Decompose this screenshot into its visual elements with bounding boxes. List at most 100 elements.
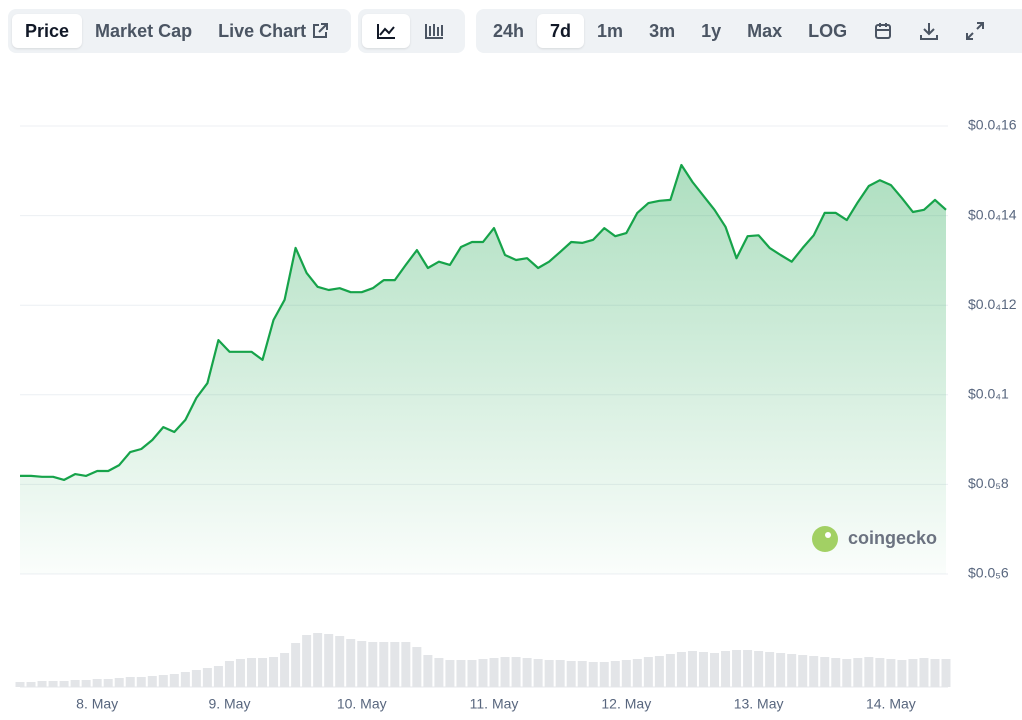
volume-bar [798,655,808,687]
price-line [20,163,947,481]
volume-bar [566,661,576,687]
range[interactable]: 1y [701,20,722,41]
x-tick-label: 12. May [601,696,651,712]
x-tick-label: 9. May [208,696,250,712]
candle-button[interactable] [410,14,458,48]
logo-eye [825,532,831,538]
volume-bar [676,652,686,687]
volume-bar [886,659,896,687]
volume-bar [202,668,212,687]
range[interactable]: 3m [649,20,676,41]
logo [812,526,838,552]
chart-type [358,9,465,53]
area-fill [20,165,946,574]
y-tick-label: $0.0₄14 [968,206,1017,222]
volume-bar [743,650,753,687]
volume-bar [235,659,245,687]
range[interactable]: 1m [597,20,624,41]
volume-bar [577,661,587,687]
volume-bar [180,672,190,687]
tab[interactable]: Price [12,14,83,48]
range[interactable]: Max [747,20,783,41]
volume-bar [324,634,334,687]
volume-bar [555,660,565,687]
volume-bar [379,642,389,687]
volume-bar [258,658,268,687]
volume-bar [511,657,521,687]
volume-bar [125,677,135,687]
volume-bar [158,675,168,687]
volume-bar [346,639,356,687]
volume-bar [809,656,819,687]
volume-bar [522,658,532,687]
volume-bar [478,659,488,687]
volume-bar [732,650,742,687]
volume-bar [588,662,598,687]
y-tick-label: $0.0₅8 [968,475,1009,491]
volume-bar [544,660,554,687]
volume-bar [291,643,301,687]
volume-bar [776,653,786,687]
volume-bar [92,679,102,687]
volume-bar [103,679,113,687]
volume-bar [643,657,653,687]
fullscreen-icon [966,22,985,40]
download-button[interactable] [906,14,952,48]
volume-bar [401,642,411,687]
range-tabs: 24h 7d 1m 3m 1y Max LOG [476,9,1022,53]
volume-bar [908,659,918,687]
volume-bar [412,647,422,687]
y-tick-label: $0.0₄1 [968,386,1009,402]
x-tick-label: 14. May [866,696,916,712]
volume-bar [335,636,345,687]
volume-bar [610,661,620,687]
volume-bar [665,654,675,687]
volume-bar [70,680,80,687]
volume-bar [147,676,157,687]
volume-bar [787,654,797,687]
volume-bar [687,651,697,687]
fullscreen-button[interactable] [952,14,998,48]
x-tick-label: 8. May [76,696,118,712]
volume-bar [456,660,466,687]
watermark: coingecko [812,526,937,552]
x-tick-label: 10. May [337,696,387,712]
volume-bar [48,681,58,687]
volume-bar [213,666,223,687]
tab[interactable]: Market Cap [95,20,193,41]
volume-bar [831,658,841,687]
volume-bar [467,660,477,687]
calendar-icon [875,23,892,39]
volume-bar [710,653,719,687]
line-button[interactable] [362,14,410,48]
volume-bar [59,681,69,687]
calendar-button[interactable] [860,14,906,48]
external-icon [313,23,329,38]
volume-bar [423,655,433,687]
range[interactable]: 7d [537,14,585,48]
volume-bar [357,641,367,687]
watermark-text: coingecko [848,528,937,548]
volume-bar [114,678,124,687]
volume-bar [500,657,510,687]
tab-label: Live Chart [218,20,307,41]
volume-bar [698,652,708,687]
volume-bar [269,657,279,687]
volume-bar [842,659,852,687]
range[interactable]: 24h [493,20,525,41]
x-tick-label: 11. May [470,696,519,712]
tab[interactable]: Live Chart [205,14,342,48]
y-tick-label: $0.0₄16 [968,117,1017,133]
volume-bar [15,682,25,687]
line-icon [377,24,395,39]
volume-bar [754,651,764,687]
volume-bar [81,680,91,687]
volume-bar [599,662,609,687]
volume-bar [191,670,201,687]
volume-bar [864,657,874,687]
range[interactable]: LOG [808,20,848,41]
volume-bar [280,653,290,687]
volume-bar [390,642,400,687]
